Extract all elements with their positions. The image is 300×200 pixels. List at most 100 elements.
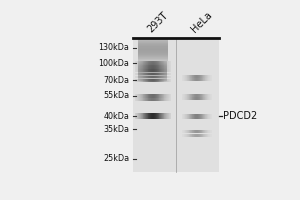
Bar	[158, 98, 159, 101]
Bar	[209, 114, 210, 119]
Bar	[185, 134, 186, 137]
Bar	[158, 94, 159, 98]
Bar	[164, 113, 165, 119]
Bar	[137, 44, 168, 45]
Bar	[138, 76, 139, 78]
Bar	[201, 97, 202, 100]
Bar	[158, 76, 159, 78]
Bar	[156, 94, 157, 98]
Bar	[167, 76, 168, 78]
Bar	[167, 94, 168, 98]
Bar	[152, 98, 153, 101]
Bar	[188, 97, 189, 100]
Bar	[182, 114, 183, 119]
Bar	[183, 75, 184, 78]
Bar	[166, 76, 167, 78]
Bar	[139, 94, 140, 98]
Bar	[210, 75, 211, 78]
Bar	[182, 78, 183, 81]
Bar	[159, 76, 160, 78]
Bar	[143, 94, 144, 98]
Bar	[211, 97, 212, 100]
Bar	[137, 65, 138, 69]
Bar	[157, 79, 158, 82]
Bar	[184, 78, 185, 81]
Bar	[160, 73, 161, 75]
Bar	[137, 41, 168, 42]
Bar	[204, 134, 205, 137]
Bar	[196, 78, 197, 81]
Bar	[151, 65, 152, 69]
Bar	[138, 66, 167, 67]
Bar	[137, 50, 168, 51]
Bar	[186, 75, 187, 78]
Bar	[140, 65, 141, 69]
Bar	[189, 134, 190, 137]
Bar	[159, 69, 160, 72]
Bar	[210, 78, 211, 81]
Bar	[208, 94, 209, 97]
Bar	[138, 65, 167, 66]
Bar	[192, 130, 193, 133]
Bar	[189, 94, 190, 97]
Bar	[151, 94, 152, 98]
Bar	[154, 65, 155, 69]
Bar	[160, 61, 161, 65]
Bar	[165, 65, 166, 69]
Bar	[147, 94, 148, 98]
Bar	[184, 114, 185, 119]
Bar	[201, 94, 202, 97]
Bar	[151, 76, 152, 78]
Bar	[146, 69, 147, 72]
Bar	[167, 113, 168, 119]
Bar	[137, 38, 168, 39]
Bar	[135, 73, 136, 75]
Text: 25kDa: 25kDa	[103, 154, 129, 163]
Bar	[201, 75, 202, 78]
Bar	[138, 78, 167, 79]
Bar	[196, 97, 197, 100]
Bar	[142, 98, 143, 101]
Bar	[135, 61, 136, 65]
Bar	[136, 61, 137, 65]
Text: 293T: 293T	[146, 10, 170, 35]
Bar	[149, 98, 150, 101]
Bar	[169, 69, 170, 72]
Bar	[160, 113, 161, 119]
Bar	[196, 114, 197, 119]
Bar	[140, 76, 141, 78]
Bar	[187, 78, 188, 81]
Bar	[170, 76, 171, 78]
Bar	[204, 114, 205, 119]
Bar	[195, 75, 196, 78]
Bar	[160, 94, 161, 98]
Bar	[198, 75, 199, 78]
Bar	[137, 73, 138, 75]
Bar	[154, 69, 155, 72]
Bar	[138, 113, 139, 119]
Bar	[160, 79, 161, 82]
Text: 55kDa: 55kDa	[103, 91, 129, 100]
Bar	[161, 65, 162, 69]
Bar	[211, 94, 212, 97]
Bar	[137, 49, 168, 50]
Bar	[161, 61, 162, 65]
Bar	[204, 130, 205, 133]
Bar	[206, 94, 207, 97]
Bar	[168, 73, 169, 75]
Bar	[136, 113, 137, 119]
Bar	[144, 73, 145, 75]
Bar	[166, 98, 167, 101]
Bar	[190, 94, 191, 97]
Bar	[159, 94, 160, 98]
Bar	[152, 69, 153, 72]
Bar	[182, 97, 183, 100]
Bar	[187, 94, 188, 97]
Bar	[185, 130, 186, 133]
Bar	[166, 113, 167, 119]
Bar	[191, 75, 192, 78]
Bar	[161, 79, 162, 82]
Bar	[137, 55, 168, 56]
Bar	[190, 134, 191, 137]
Bar	[192, 97, 193, 100]
